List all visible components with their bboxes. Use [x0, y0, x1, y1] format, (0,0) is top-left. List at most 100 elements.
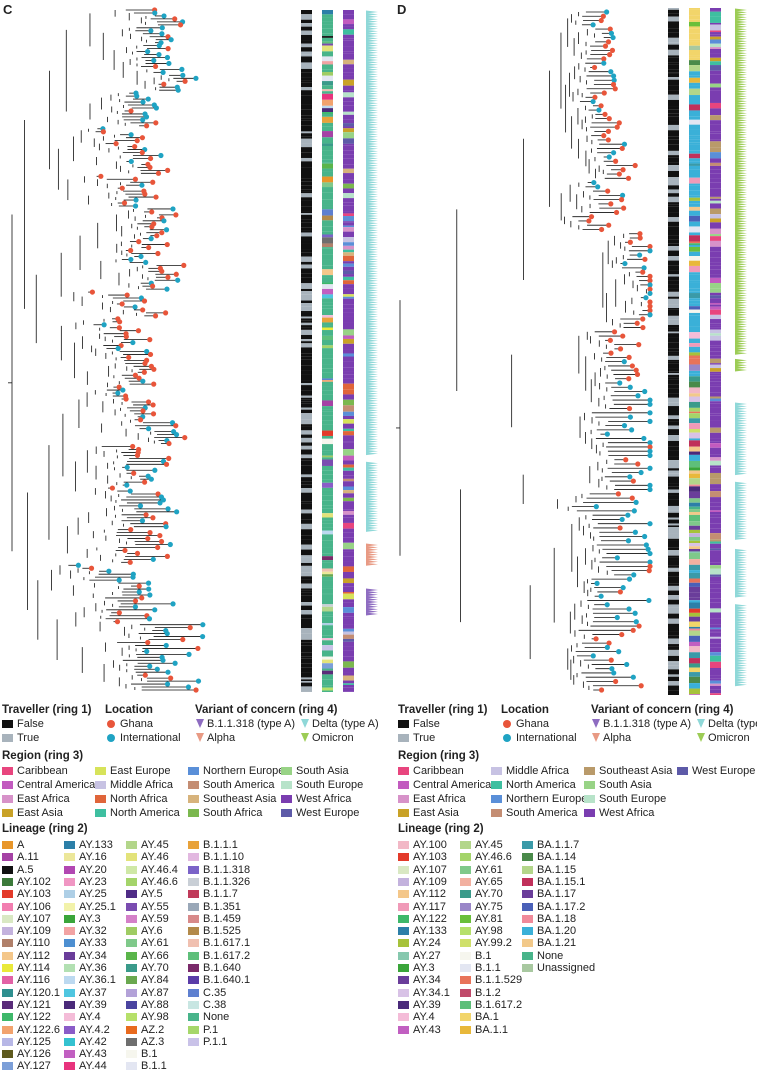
traveller-ring	[668, 406, 679, 413]
region-ring	[343, 486, 354, 491]
voc-marker	[366, 10, 378, 14]
voc-marker	[735, 332, 747, 336]
ghana-tip	[647, 286, 653, 292]
voc-marker	[735, 565, 747, 569]
traveller-swatch	[398, 720, 409, 728]
ghana-tip	[599, 226, 605, 233]
ghana-tip	[121, 200, 128, 206]
lineage-label: AY.34	[413, 974, 441, 987]
international-tip	[143, 114, 150, 120]
lineage-label: AY.3	[413, 962, 435, 974]
voc-marker	[735, 133, 747, 137]
traveller-ring	[301, 118, 312, 121]
region-ring	[710, 401, 721, 404]
ghana-tip	[629, 363, 635, 369]
ghana-tip	[143, 512, 149, 518]
traveller-ring	[301, 656, 312, 659]
international-tip	[604, 602, 610, 608]
voc-marker	[735, 61, 747, 65]
traveller-ring	[301, 227, 312, 231]
traveller-ring	[301, 474, 312, 478]
voc-marker	[735, 529, 747, 533]
international-tip	[625, 538, 632, 544]
region-ring	[710, 655, 721, 662]
international-tip	[627, 414, 633, 420]
voc-marker	[366, 207, 378, 211]
voc-marker	[735, 322, 747, 326]
international-tip	[632, 529, 638, 535]
lineage-swatch	[126, 877, 137, 886]
lineage-ring	[689, 338, 700, 344]
traveller-ring	[301, 325, 312, 328]
lineage-ring	[689, 364, 700, 371]
international-tip	[610, 150, 617, 156]
lineage-ring	[322, 487, 333, 491]
ghana-tip	[588, 214, 595, 220]
voc-marker	[366, 485, 378, 489]
traveller-ring	[301, 200, 312, 207]
lineage-ring	[322, 113, 333, 117]
region-ring	[710, 203, 721, 209]
traveller-ring	[301, 311, 312, 313]
lineage-ring	[689, 306, 700, 310]
lineage-ring	[322, 93, 333, 100]
region-label: North America	[506, 779, 576, 791]
lineage-ring	[322, 69, 333, 73]
lineage-ring	[689, 315, 700, 322]
lineage-swatch	[188, 939, 199, 948]
voc-marker	[735, 318, 747, 322]
lineage-ring	[322, 600, 333, 605]
voc-marker	[735, 68, 747, 72]
lineage-ring	[689, 473, 700, 479]
traveller-ring	[301, 136, 312, 139]
lineage-ring	[322, 33, 333, 37]
voc-marker	[735, 320, 747, 324]
traveller-ring	[301, 316, 312, 319]
international-tip	[134, 93, 140, 99]
lineage-swatch	[398, 841, 409, 849]
voc-marker	[735, 46, 747, 50]
voc-marker	[735, 409, 747, 413]
voc-marker	[735, 592, 747, 596]
voc-marker	[735, 174, 747, 178]
lineage-swatch	[126, 927, 137, 936]
ghana-tip	[147, 351, 154, 358]
voc-marker	[366, 370, 378, 374]
international-tip	[608, 69, 614, 75]
region-ring	[710, 693, 721, 695]
traveller-ring	[668, 681, 679, 686]
lineage-swatch	[126, 976, 137, 985]
voc-marker	[366, 228, 378, 232]
voc-marker	[366, 94, 378, 98]
region-ring	[710, 288, 721, 293]
voc-marker	[366, 602, 378, 606]
traveller-ring	[668, 324, 679, 328]
region-ring	[710, 246, 721, 252]
lineage-ring	[689, 309, 700, 313]
ghana-tip	[621, 205, 627, 211]
lineage-ring	[689, 163, 700, 166]
international-tip	[145, 580, 152, 586]
voc-marker	[735, 582, 747, 586]
lineage-ring	[322, 305, 333, 309]
lineage-swatch	[522, 890, 533, 899]
voc-marker	[735, 111, 747, 115]
lineage-ring	[322, 505, 333, 509]
traveller-ring	[301, 90, 312, 96]
international-tip	[647, 282, 653, 288]
ghana-tip	[606, 116, 612, 122]
region-ring	[710, 381, 721, 385]
international-tip	[139, 518, 146, 524]
lineage-label: B.1.525	[203, 925, 241, 938]
region-swatch	[677, 767, 688, 775]
region-ring	[343, 261, 354, 264]
region-ring	[343, 549, 354, 552]
voc-marker	[366, 588, 378, 592]
international-tip	[154, 666, 160, 672]
lineage-ring	[322, 243, 333, 248]
lineage-swatch	[398, 914, 409, 923]
voc-marker	[735, 274, 747, 278]
lineage-ring	[322, 259, 333, 266]
lineage-swatch	[126, 988, 137, 997]
region-ring	[710, 392, 721, 397]
